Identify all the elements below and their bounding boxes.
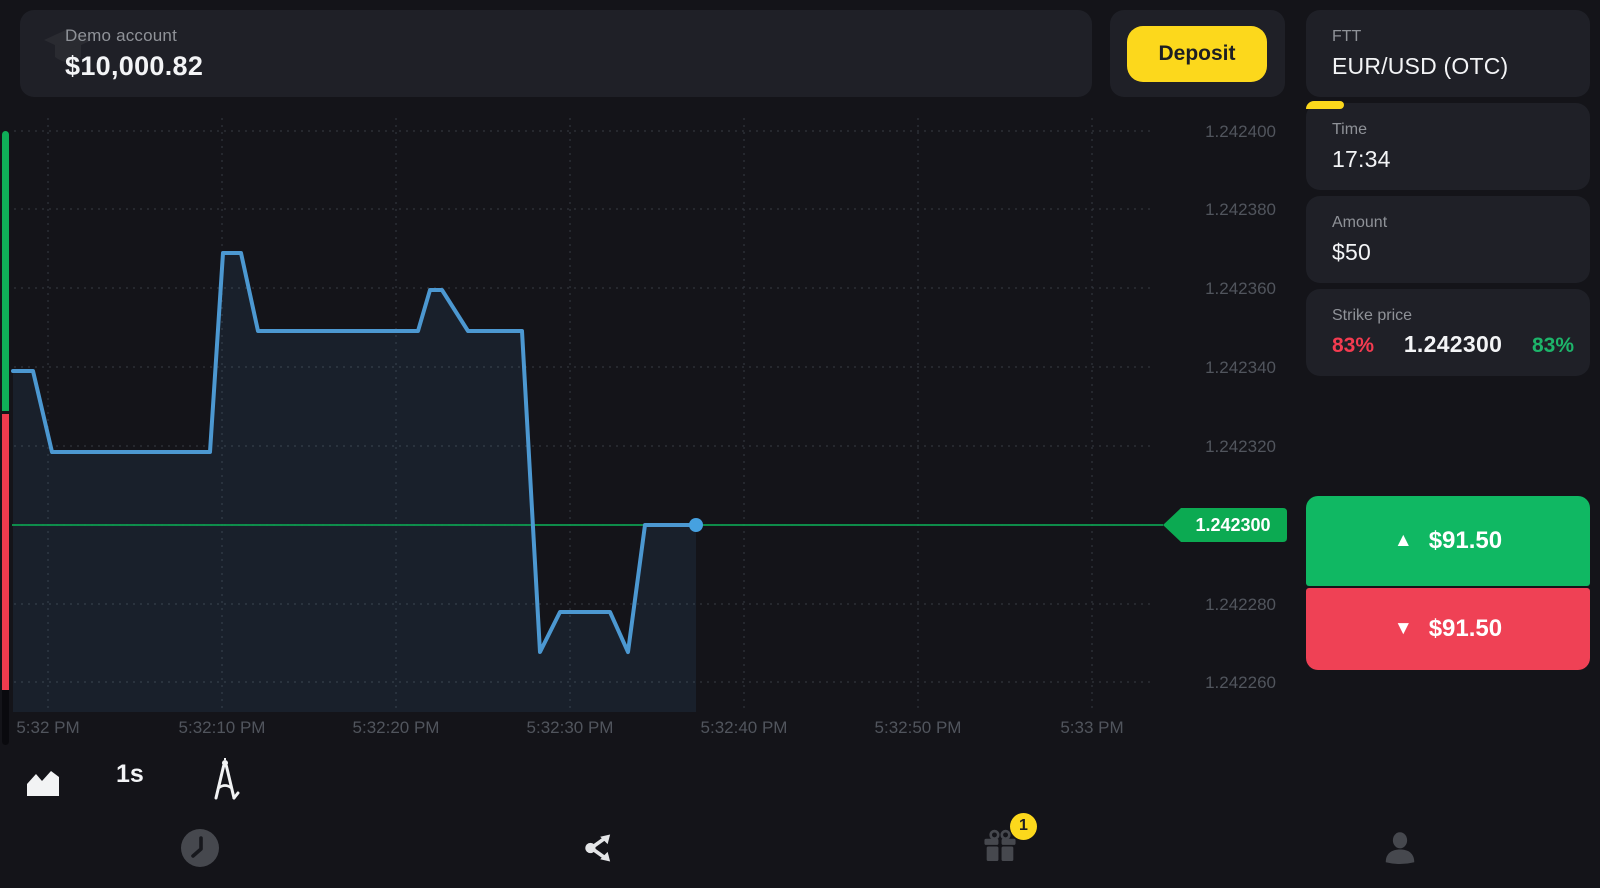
- account-card[interactable]: Demo account $10,000.82: [20, 10, 1092, 97]
- chart-type-icon[interactable]: [24, 768, 62, 798]
- sentiment-track-segment: [2, 690, 9, 745]
- time-progress-indicator: [1306, 101, 1344, 109]
- person-icon: [1385, 832, 1415, 865]
- strike-down-percent: 83%: [1332, 334, 1375, 357]
- price-axis-label: 1.242260: [1205, 673, 1276, 692]
- time-axis-label: 5:32:30 PM: [527, 718, 614, 737]
- account-balance: $10,000.82: [65, 51, 204, 81]
- time-axis-label: 5:33 PM: [1060, 718, 1123, 737]
- call-up-button[interactable]: ▲ $91.50: [1306, 496, 1590, 586]
- time-axis-label: 5:32:20 PM: [353, 718, 440, 737]
- sentiment-up-segment: [2, 131, 9, 411]
- price-axis-label: 1.242340: [1205, 358, 1276, 377]
- amount-card[interactable]: Amount $50: [1306, 196, 1590, 283]
- bottom-navigation: 1: [0, 808, 1600, 888]
- clock-icon: [181, 829, 219, 867]
- amount-label: Amount: [1332, 214, 1388, 231]
- promotions-badge: 1: [1010, 812, 1037, 840]
- drawing-tools-icon[interactable]: [208, 758, 242, 802]
- strike-price-value: 1.242300: [1403, 331, 1503, 357]
- nav-item-trades[interactable]: [400, 808, 800, 888]
- put-down-button[interactable]: ▼ $91.50: [1306, 588, 1590, 670]
- graduation-cap-icon: [44, 29, 92, 62]
- price-axis-label: 1.242320: [1205, 437, 1276, 456]
- time-value: 17:34: [1332, 146, 1391, 172]
- time-axis-label: 5:32:40 PM: [701, 718, 788, 737]
- strike-price-tag-label: 1.242300: [1195, 515, 1270, 535]
- price-axis-label: 1.242400: [1205, 122, 1276, 141]
- down-arrow-icon: ▼: [1393, 618, 1413, 639]
- instrument-selector[interactable]: FTT EUR/USD (OTC): [1306, 10, 1590, 97]
- strike-price-card[interactable]: Strike price 83% 1.242300 83%: [1306, 289, 1590, 376]
- call-payout: $91.50: [1428, 527, 1503, 554]
- gift-icon: [984, 829, 1016, 861]
- strike-price-label: Strike price: [1332, 307, 1413, 324]
- time-axis-label: 5:32:10 PM: [179, 718, 266, 737]
- deposit-button[interactable]: Deposit: [1127, 26, 1267, 82]
- time-axis-label: 5:32:50 PM: [875, 718, 962, 737]
- nav-item-history[interactable]: [0, 808, 400, 888]
- current-price-dot: [689, 518, 703, 532]
- price-axis-label: 1.242360: [1205, 279, 1276, 298]
- expiration-time-card[interactable]: Time 17:34: [1306, 101, 1590, 190]
- put-payout: $91.50: [1428, 615, 1503, 642]
- spread-arrows-icon: [585, 834, 611, 862]
- price-line: [11, 251, 698, 654]
- sentiment-down-segment: [2, 414, 9, 690]
- price-axis-label: 1.242280: [1205, 595, 1276, 614]
- price-chart-canvas[interactable]: 5:32 PM 5:32:10 PM 5:32:20 PM 5:32:30 PM 5:3…: [0, 100, 1292, 760]
- instrument-name: EUR/USD (OTC): [1332, 53, 1509, 79]
- deposit-card: Deposit: [1110, 10, 1285, 97]
- interval-selector[interactable]: 1s: [116, 760, 144, 788]
- amount-value: $50: [1332, 239, 1371, 265]
- nav-item-profile[interactable]: [1200, 808, 1600, 888]
- instrument-category-label: FTT: [1332, 28, 1362, 45]
- strike-price-tag: [1163, 508, 1287, 542]
- sentiment-bar: [2, 131, 9, 745]
- price-axis-label: 1.242380: [1205, 200, 1276, 219]
- nav-item-promotions[interactable]: 1: [800, 808, 1200, 888]
- time-label: Time: [1332, 121, 1367, 138]
- account-type-label: Demo account: [65, 26, 178, 45]
- price-area-fill: [13, 253, 696, 712]
- time-axis-label: 5:32 PM: [16, 718, 79, 737]
- up-arrow-icon: ▲: [1393, 530, 1413, 551]
- strike-up-percent: 83%: [1531, 334, 1574, 357]
